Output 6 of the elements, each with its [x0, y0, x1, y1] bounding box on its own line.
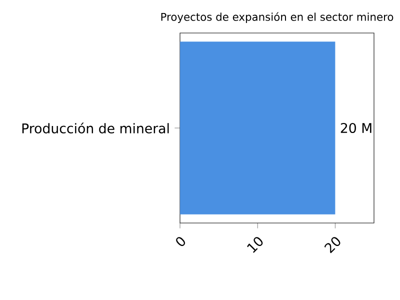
x-tick-label: 20 — [324, 237, 340, 254]
chart-title: Proyectos de expansión en el sector minero — [161, 12, 394, 23]
x-tick-label: 10 — [247, 237, 263, 253]
y-tick-label: Producción de mineral — [22, 122, 169, 134]
data-label: 20 M — [340, 122, 372, 134]
x-tick-label: 0 — [176, 237, 186, 246]
